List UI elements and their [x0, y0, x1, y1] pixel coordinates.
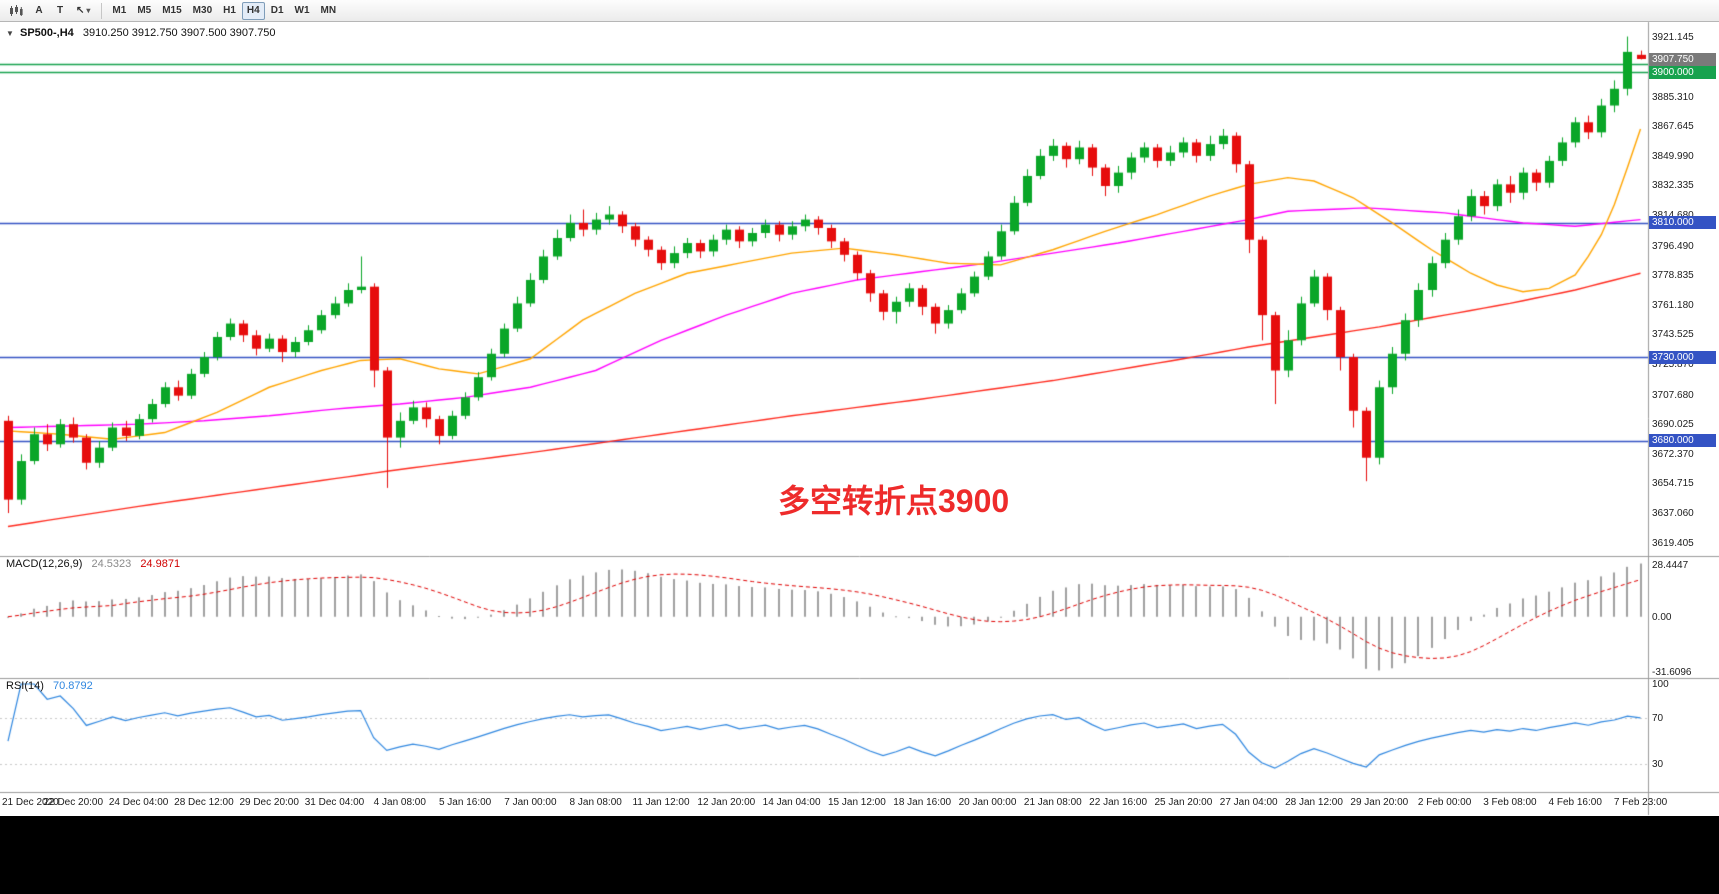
- time-axis-label: 4 Feb 16:00: [1548, 797, 1602, 808]
- timeframe-button-m30[interactable]: M30: [188, 2, 217, 20]
- timeframe-button-h1[interactable]: H1: [218, 2, 241, 20]
- price-axis-label: 3743.525: [1652, 329, 1694, 341]
- tool-a-label: A: [35, 5, 43, 16]
- rsi-axis-label: 30: [1652, 759, 1664, 770]
- macd-title: MACD(12,26,9) 24.5323 24.9871: [6, 558, 180, 570]
- price-axis-label: 3637.060: [1652, 507, 1694, 519]
- timeframe-button-group: M1 M5 M15 M30 H1 H4 D1 W1 MN: [107, 1, 342, 20]
- time-axis-label: 12 Jan 20:00: [697, 797, 756, 808]
- time-axis-label: 2 Feb 00:00: [1417, 797, 1472, 808]
- time-axis-label: 21 Jan 08:00: [1023, 797, 1082, 808]
- current-price-badge: 3907.750: [1649, 52, 1716, 66]
- macd-axis-label: 28.4447: [1652, 560, 1689, 571]
- price-axis-label: 3690.025: [1652, 419, 1694, 431]
- ohlc-values: 3910.250 3912.750 3907.500 3907.750: [82, 27, 276, 39]
- price-axis-label: 3849.990: [1652, 150, 1694, 162]
- time-axis-label: 7 Feb 23:00: [1613, 797, 1668, 808]
- macd-axis-label: 0.00: [1652, 611, 1672, 623]
- rsi-axis-label: 70: [1652, 713, 1664, 725]
- price-axis-label: 3672.370: [1652, 448, 1694, 460]
- time-axis-label: 3 Feb 08:00: [1483, 797, 1537, 808]
- time-axis-label: 27 Jan 04:00: [1219, 797, 1278, 808]
- time-axis-label: 8 Jan 08:00: [569, 797, 622, 808]
- timeframe-button-m1[interactable]: M1: [107, 2, 131, 20]
- macd-axis-label: -31.6096: [1652, 667, 1692, 678]
- level-badge-3680: 3680.000: [1649, 434, 1716, 448]
- price-axis-label: 3725.870: [1652, 359, 1694, 371]
- time-axis-label: 24 Dec 04:00: [108, 797, 169, 808]
- rsi-axis-label: 100: [1652, 679, 1669, 690]
- rsi-value: 70.8792: [52, 680, 93, 692]
- time-axis-label: 4 Jan 08:00: [373, 797, 426, 808]
- toolbar: A T ↖ ▾ M1 M5 M15 M30 H1 H4 D1 W1 MN: [0, 0, 1719, 22]
- price-axis-label: 3778.835: [1652, 270, 1694, 282]
- timeframe-button-d1[interactable]: D1: [266, 2, 289, 20]
- candlestick-chart-icon: [9, 4, 23, 17]
- rsi-title: RSI(14) 70.8792: [6, 680, 93, 692]
- price-axis-label: 3921.145: [1652, 31, 1694, 43]
- tool-t-label: T: [56, 5, 64, 16]
- time-axis-label: 11 Jan 12:00: [632, 797, 690, 808]
- time-axis-label: 15 Jan 12:00: [827, 797, 886, 808]
- time-axis-label: 31 Dec 04:00: [304, 797, 365, 808]
- time-axis-label: 29 Jan 20:00: [1350, 797, 1409, 808]
- timeframe-button-m15[interactable]: M15: [157, 2, 186, 20]
- symbol-title: SP500-,H4: [19, 27, 74, 39]
- price-axis-label: 3832.335: [1652, 180, 1694, 192]
- price-axis-label: 3796.490: [1652, 240, 1694, 252]
- time-axis-label: 18 Jan 16:00: [893, 797, 952, 808]
- time-axis-label: 29 Dec 20:00: [239, 797, 299, 808]
- bottom-black-bar: [0, 816, 1719, 894]
- macd-main-value: 24.5323: [91, 558, 132, 570]
- collapse-triangle-icon[interactable]: ▼: [6, 29, 14, 38]
- timeframe-button-mn[interactable]: MN: [316, 2, 342, 20]
- price-axis-label: 3619.405: [1652, 537, 1694, 549]
- time-axis-label: 5 Jan 16:00: [438, 797, 492, 808]
- price-axis-label: 3885.310: [1652, 91, 1694, 103]
- timeframe-button-w1[interactable]: W1: [290, 2, 315, 20]
- level-badge-3900: 3900.000: [1649, 65, 1716, 79]
- time-axis-label: 22 Jan 16:00: [1089, 797, 1148, 808]
- macd-label: MACD(12,26,9): [6, 558, 83, 570]
- chevron-down-icon: ▾: [86, 6, 91, 15]
- chart-type-button[interactable]: [4, 2, 28, 20]
- level-badge-3730: 3730.000: [1649, 350, 1716, 364]
- timeframe-button-m5[interactable]: M5: [132, 2, 156, 20]
- chart-title: ▼ SP500-,H4 3910.250 3912.750 3907.500 3…: [6, 27, 276, 39]
- price-axis-label: 3654.715: [1652, 478, 1694, 490]
- time-axis-label: 22 Dec 20:00: [43, 797, 104, 808]
- time-axis-label: 21 Dec 2020: [2, 797, 59, 808]
- time-axis-label: 25 Jan 20:00: [1154, 797, 1213, 808]
- tool-t-button[interactable]: T: [50, 2, 70, 20]
- macd-signal-value: 24.9871: [140, 558, 181, 570]
- cursor-tool-button[interactable]: ↖ ▾: [71, 2, 95, 20]
- time-axis-label: 28 Dec 12:00: [174, 797, 234, 808]
- price-axis-label: 3707.680: [1652, 389, 1694, 401]
- chart-annotation-text: 多空转折点3900: [778, 483, 1010, 519]
- rsi-label: RSI(14): [6, 680, 44, 692]
- level-badge-3810: 3810.000: [1649, 216, 1716, 230]
- time-axis-label: 7 Jan 00:00: [504, 797, 557, 808]
- price-axis-label: 3814.680: [1652, 210, 1694, 221]
- timeframe-button-h4[interactable]: H4: [241, 1, 265, 20]
- time-axis-label: 28 Jan 12:00: [1285, 797, 1343, 808]
- time-axis-label: 14 Jan 04:00: [762, 797, 821, 808]
- time-axis-label: 20 Jan 00:00: [958, 797, 1017, 808]
- price-axis-label: 3761.180: [1652, 299, 1694, 311]
- toolbar-separator: [101, 2, 103, 19]
- price-axis-label: 3867.645: [1652, 121, 1694, 133]
- tool-a-button[interactable]: A: [29, 2, 49, 20]
- cursor-icon: ↖: [76, 5, 85, 16]
